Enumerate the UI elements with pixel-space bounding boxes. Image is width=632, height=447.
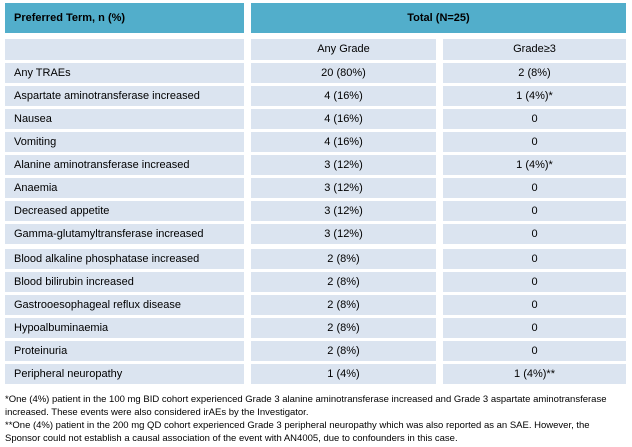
- cell-any-grade: 3 (12%): [251, 155, 436, 175]
- table-row: Blood bilirubin increased 2 (8%) 0: [5, 272, 626, 292]
- footnotes: *One (4%) patient in the 100 mg BID coho…: [5, 393, 623, 445]
- subheader-any-grade: Any Grade: [251, 39, 436, 60]
- cell-term: Gastrooesophageal reflux disease: [5, 295, 244, 315]
- cell-any-grade: 2 (8%): [251, 318, 436, 338]
- table-body: Any TRAEs 20 (80%) 2 (8%) Aspartate amin…: [5, 63, 626, 384]
- table-row: Proteinuria 2 (8%) 0: [5, 341, 626, 361]
- cell-grade3: 0: [443, 201, 626, 221]
- table-row: Blood alkaline phosphatase increased 2 (…: [5, 249, 626, 269]
- table-row: Decreased appetite 3 (12%) 0: [5, 201, 626, 221]
- cell-any-grade: 4 (16%): [251, 132, 436, 152]
- table-row: Vomiting 4 (16%) 0: [5, 132, 626, 152]
- cell-any-grade: 2 (8%): [251, 272, 436, 292]
- cell-grade3: 2 (8%): [443, 63, 626, 83]
- footnote: *One (4%) patient in the 100 mg BID coho…: [5, 394, 607, 418]
- cell-term: Alanine aminotransferase increased: [5, 155, 244, 175]
- table-row: Peripheral neuropathy 1 (4%) 1 (4%)**: [5, 364, 626, 384]
- cell-term: Blood bilirubin increased: [5, 272, 244, 292]
- table-row: Anaemia 3 (12%) 0: [5, 178, 626, 198]
- cell-term: Aspartate aminotransferase increased: [5, 86, 244, 106]
- cell-any-grade: 1 (4%): [251, 364, 436, 384]
- cell-any-grade: 20 (80%): [251, 63, 436, 83]
- table-row: Gastrooesophageal reflux disease 2 (8%) …: [5, 295, 626, 315]
- table-row: Any TRAEs 20 (80%) 2 (8%): [5, 63, 626, 83]
- cell-term: Peripheral neuropathy: [5, 364, 244, 384]
- cell-term: Decreased appetite: [5, 201, 244, 221]
- table-row: Alanine aminotransferase increased 3 (12…: [5, 155, 626, 175]
- table-row: Nausea 4 (16%) 0: [5, 109, 626, 129]
- cell-any-grade: 3 (12%): [251, 201, 436, 221]
- cell-grade3: 0: [443, 132, 626, 152]
- table-row: Hypoalbuminaemia 2 (8%) 0: [5, 318, 626, 338]
- cell-term: Proteinuria: [5, 341, 244, 361]
- cell-any-grade: 4 (16%): [251, 86, 436, 106]
- cell-term: Vomiting: [5, 132, 244, 152]
- cell-grade3: 0: [443, 109, 626, 129]
- cell-term: Any TRAEs: [5, 63, 244, 83]
- adverse-events-table: Preferred Term, n (%) Total (N=25) Any G…: [5, 3, 626, 384]
- cell-term: Gamma-glutamyltransferase increased: [5, 224, 244, 244]
- cell-grade3: 0: [443, 341, 626, 361]
- table-row: Aspartate aminotransferase increased 4 (…: [5, 86, 626, 106]
- cell-any-grade: 3 (12%): [251, 178, 436, 198]
- table-subheader-row: Any Grade Grade≥3: [5, 39, 626, 60]
- cell-grade3: 1 (4%)*: [443, 86, 626, 106]
- cell-any-grade: 2 (8%): [251, 341, 436, 361]
- cell-grade3: 1 (4%)*: [443, 155, 626, 175]
- table-header-row: Preferred Term, n (%) Total (N=25): [5, 3, 626, 33]
- cell-term: Hypoalbuminaemia: [5, 318, 244, 338]
- cell-any-grade: 2 (8%): [251, 295, 436, 315]
- cell-grade3: 0: [443, 178, 626, 198]
- cell-term: Blood alkaline phosphatase increased: [5, 249, 244, 269]
- header-preferred-term: Preferred Term, n (%): [5, 3, 244, 33]
- cell-any-grade: 4 (16%): [251, 109, 436, 129]
- subheader-spacer: [5, 39, 244, 60]
- cell-any-grade: 2 (8%): [251, 249, 436, 269]
- cell-grade3: 0: [443, 318, 626, 338]
- cell-grade3: 0: [443, 249, 626, 269]
- cell-grade3: 1 (4%)**: [443, 364, 626, 384]
- cell-grade3: 0: [443, 295, 626, 315]
- subheader-grade3: Grade≥3: [443, 39, 626, 60]
- footnote: **One (4%) patient in the 200 mg QD coho…: [5, 420, 590, 444]
- cell-grade3: 0: [443, 272, 626, 292]
- cell-term: Nausea: [5, 109, 244, 129]
- table-row: Gamma-glutamyltransferase increased 3 (1…: [5, 224, 626, 244]
- cell-any-grade: 3 (12%): [251, 224, 436, 244]
- header-total: Total (N=25): [251, 3, 626, 33]
- cell-term: Anaemia: [5, 178, 244, 198]
- cell-grade3: 0: [443, 224, 626, 244]
